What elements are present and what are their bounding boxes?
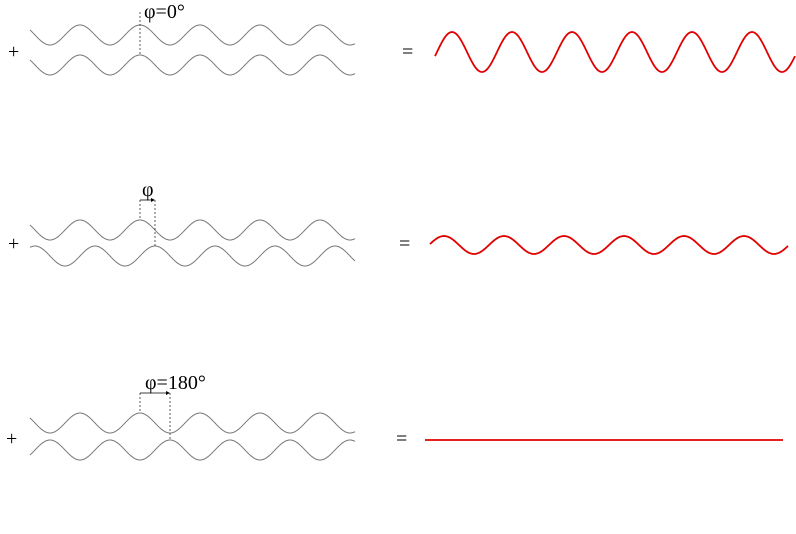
input-wave-2 — [29, 245, 356, 267]
input-wave-2 — [29, 54, 356, 76]
phase-label: φ=0° — [144, 1, 185, 23]
phase-label: φ — [142, 179, 154, 201]
plus-sign: + — [6, 428, 17, 450]
resultant-wave — [434, 31, 796, 73]
equals-sign: = — [402, 41, 413, 63]
row-2: + φ=180° = — [6, 372, 407, 450]
input-wave-1 — [29, 219, 356, 241]
resultant-wave — [429, 235, 789, 255]
row-0: + φ=0° = — [8, 1, 413, 63]
input-wave-1 — [29, 24, 356, 46]
plus-sign: + — [8, 233, 19, 255]
input-wave-2 — [29, 439, 356, 461]
input-wave-1 — [29, 412, 356, 434]
equals-sign: = — [399, 233, 410, 255]
phase-arrow-head — [166, 391, 170, 395]
equals-sign: = — [396, 428, 407, 450]
phase-arrow-head — [151, 198, 155, 202]
phase-label: φ=180° — [145, 372, 206, 394]
plus-sign: + — [8, 41, 19, 63]
row-1: + φ = — [8, 179, 410, 255]
